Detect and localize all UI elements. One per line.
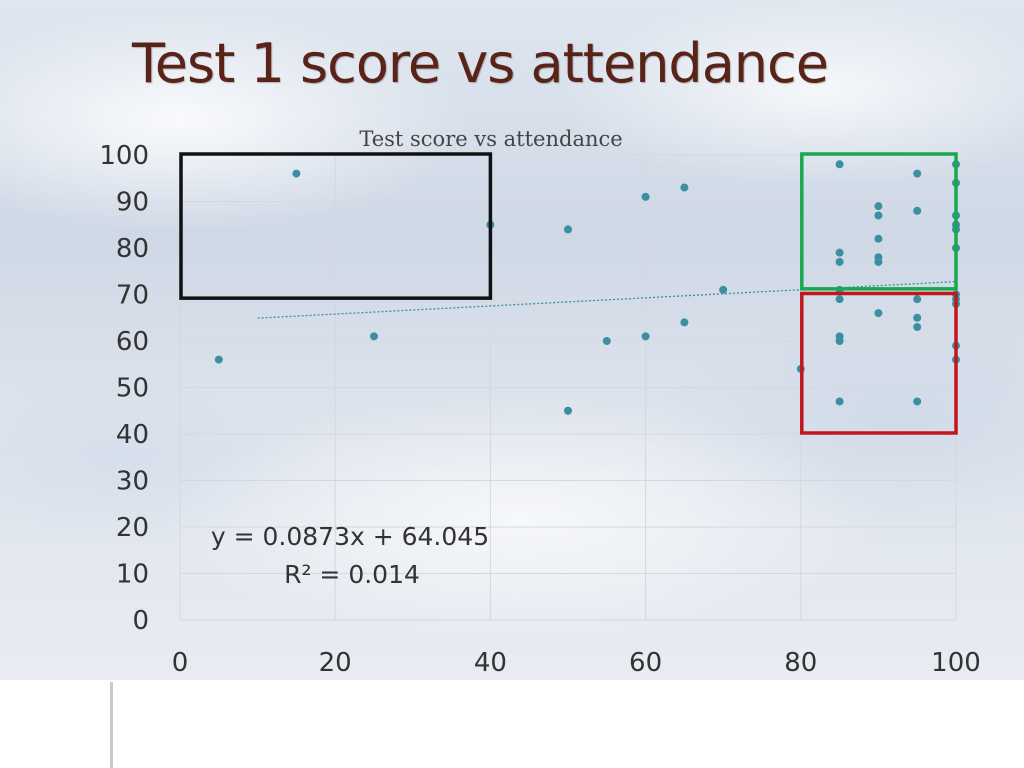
y-tick-label-90: 90: [116, 188, 149, 218]
data-point-6: [602, 337, 611, 345]
x-tick-label-40: 40: [474, 648, 507, 678]
black-highlight-box: [179, 152, 493, 300]
y-tick-label-20: 20: [116, 513, 149, 543]
data-point-28: [913, 206, 922, 215]
x-tick-label-80: 80: [784, 648, 817, 678]
slide-background: [0, 0, 1024, 680]
data-point-19: [835, 337, 844, 345]
trendline-layer: [257, 280, 957, 319]
highlight-boxes: [179, 152, 958, 435]
axis-ticks: 0 10 20 30 40 50 60 70 80 90 100 0 20 40 60 80 100: [99, 141, 980, 678]
y-tick-label-60: 60: [116, 327, 149, 357]
y-tick-label-40: 40: [116, 420, 149, 450]
y-tick-label-0: 0: [132, 606, 149, 636]
green-highlight-box: [800, 152, 958, 291]
data-point-15: [835, 257, 844, 266]
y-tick-label-80: 80: [116, 234, 149, 264]
data-point-17: [835, 295, 844, 304]
data-point-26: [874, 309, 883, 318]
trendline: [257, 280, 957, 319]
data-point-5: [564, 406, 572, 415]
data-point-27: [913, 169, 922, 178]
data-point-9: [680, 183, 689, 192]
trendline-equation: y = 0.0873x + 64.045: [211, 522, 489, 551]
data-point-25: [874, 257, 883, 266]
data-point-21: [874, 202, 883, 211]
data-point-10: [680, 318, 689, 327]
data-point-31: [913, 323, 922, 332]
data-point-30: [913, 313, 922, 322]
data-point-22: [874, 211, 883, 220]
data-point-1: [292, 169, 301, 178]
data-point-4: [564, 225, 572, 234]
chart-title: Test score vs attendance: [359, 127, 622, 151]
x-tick-label-100: 100: [931, 648, 981, 678]
data-point-23: [874, 234, 883, 243]
data-point-29: [913, 295, 922, 304]
data-point-14: [835, 248, 844, 257]
y-tick-label-50: 50: [116, 374, 149, 404]
y-tick-label-100: 100: [99, 141, 149, 171]
data-points: [214, 160, 960, 415]
data-point-7: [641, 192, 650, 201]
y-tick-label-70: 70: [116, 281, 149, 311]
x-tick-label-20: 20: [319, 648, 352, 678]
y-tick-label-10: 10: [116, 560, 149, 590]
slide-title: Test 1 score vs attendance: [132, 32, 829, 95]
scatter-chart: Test score vs attendance 0 10 20 30 40 50 60 70…: [99, 127, 980, 678]
slide-divider: [110, 682, 113, 768]
data-point-11: [719, 285, 728, 294]
x-tick-label-0: 0: [172, 648, 189, 678]
x-tick-label-60: 60: [629, 648, 662, 678]
red-highlight-box: [800, 291, 958, 435]
data-point-8: [641, 332, 650, 341]
data-point-13: [835, 160, 844, 169]
data-point-0: [214, 355, 223, 364]
data-point-2: [370, 332, 378, 341]
data-point-20: [835, 397, 844, 406]
y-tick-label-30: 30: [116, 467, 149, 497]
r-squared-label: R² = 0.014: [284, 560, 420, 589]
data-point-32: [913, 397, 922, 406]
